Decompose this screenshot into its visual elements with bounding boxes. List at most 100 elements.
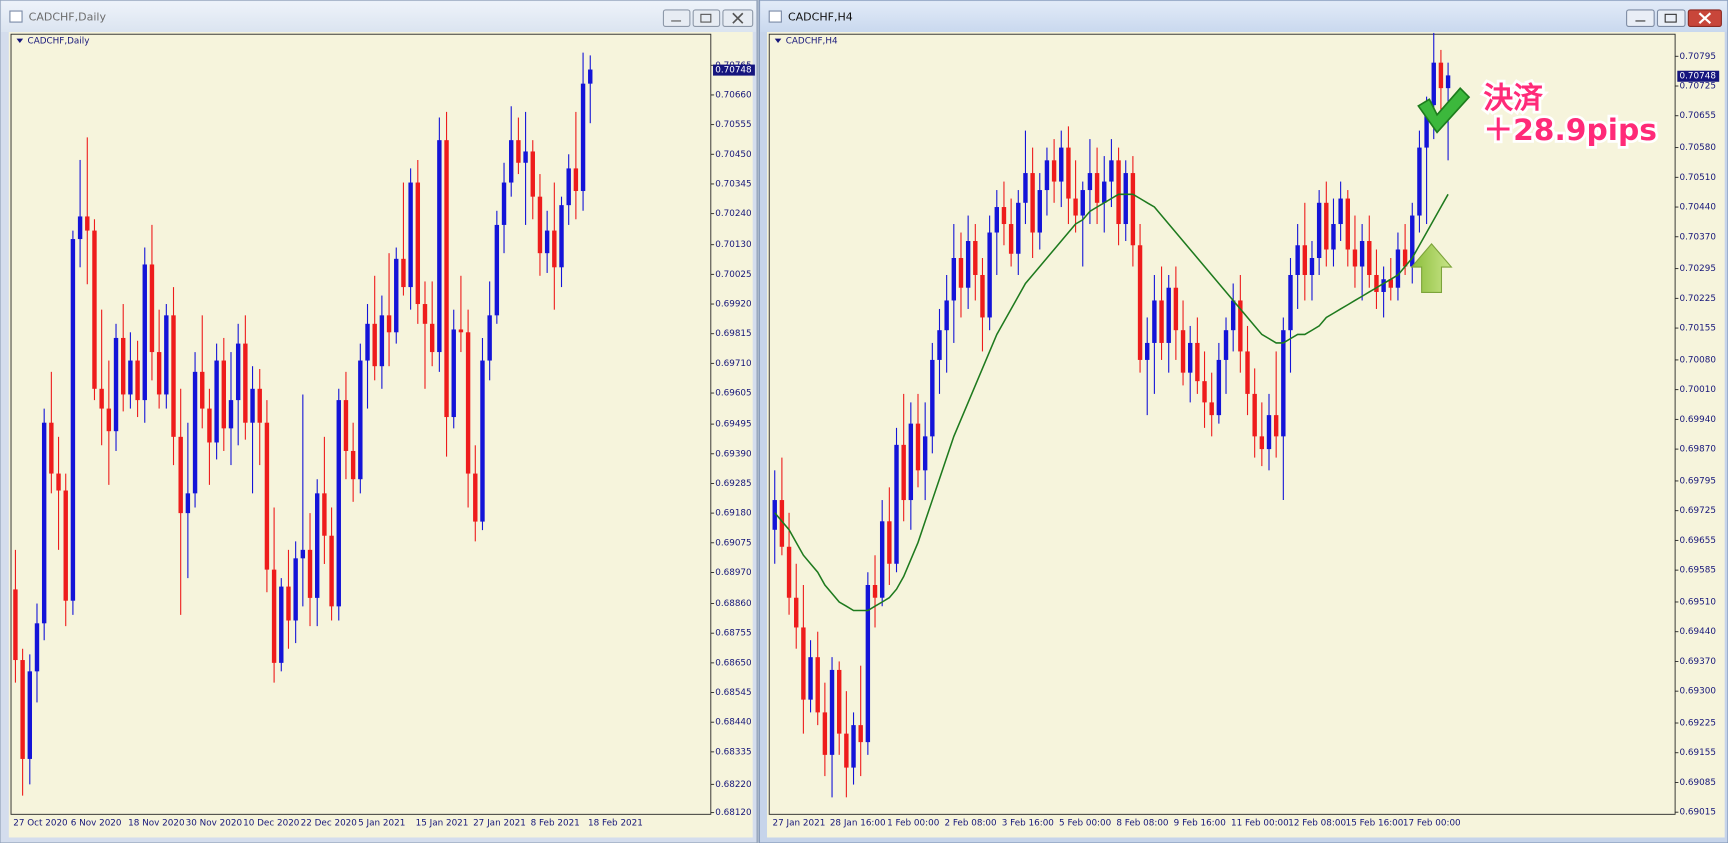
candle-body: [1209, 402, 1214, 416]
candle-body: [951, 258, 957, 301]
candle-body: [1051, 160, 1057, 182]
y-tick-label: 0.69710: [715, 359, 752, 369]
y-tick-label: 0.70660: [715, 90, 752, 100]
candle-body: [358, 360, 363, 480]
window-icon: [768, 10, 782, 23]
candle-body: [307, 549, 313, 598]
y-tick-label: 0.70025: [715, 270, 751, 280]
candle-body: [92, 230, 97, 389]
y-tick-label: 0.69440: [1680, 627, 1717, 637]
last-price-label: 0.70748: [715, 66, 751, 76]
candle-body: [1245, 351, 1250, 394]
window-icon: [9, 10, 23, 23]
candle-body: [1044, 160, 1050, 191]
x-tick-label: 9 Feb 16:00: [1174, 819, 1227, 829]
candle-body: [829, 669, 835, 755]
window-buttons[interactable]: [662, 9, 754, 28]
x-tick-label: 3 Feb 16:00: [1002, 819, 1055, 829]
annotation-text: 決済: [1483, 81, 1543, 116]
up-arrow-icon: [1410, 243, 1453, 293]
candle-body: [408, 182, 413, 288]
candle-body: [1073, 198, 1078, 216]
candle-body: [822, 712, 828, 755]
candle-body: [135, 360, 140, 401]
candle-body: [235, 343, 241, 401]
y-tick-label: 0.70370: [1680, 232, 1717, 242]
candle-body: [987, 232, 992, 318]
y-tick-label: 0.69815: [715, 329, 751, 339]
candle-body: [279, 586, 284, 663]
y-tick-label: 0.69920: [715, 300, 752, 310]
candle-body: [171, 315, 176, 437]
x-tick-label: 18 Feb 2021: [588, 819, 643, 829]
candle-body: [552, 230, 557, 268]
candle-body: [1288, 274, 1293, 331]
check-icon: [1417, 87, 1471, 134]
candle-body: [293, 558, 298, 621]
candle-body: [1080, 190, 1085, 216]
window-title: CADCHF,Daily: [29, 11, 107, 24]
candle-body: [566, 168, 571, 206]
candle-body: [1367, 241, 1372, 275]
x-tick-label: 27 Oct 2020: [13, 819, 68, 829]
candle-body: [185, 493, 191, 514]
candle-body: [894, 444, 899, 564]
candle-body: [544, 230, 550, 254]
candle-body: [178, 436, 183, 514]
candle-body: [1173, 287, 1179, 331]
x-tick-label: 8 Feb 08:00: [1116, 819, 1169, 829]
x-tick-label: 5 Feb 00:00: [1059, 819, 1112, 829]
y-tick-label: 0.70345: [715, 179, 751, 189]
x-tick-label: 2 Feb 08:00: [944, 819, 997, 829]
candle-body: [1395, 249, 1401, 288]
candle-body: [85, 216, 90, 231]
candle-body: [149, 264, 155, 353]
moving-average-line: [774, 193, 1449, 612]
candle-body: [401, 258, 406, 288]
candle-body: [286, 586, 291, 621]
candle-body: [794, 597, 799, 628]
candle-body: [872, 584, 878, 598]
y-tick-label: 0.69085: [1680, 778, 1716, 788]
y-tick-label: 0.70510: [1680, 173, 1717, 183]
candle-body: [494, 224, 500, 316]
candle-body: [1238, 300, 1243, 352]
last-price-box: [1677, 70, 1720, 82]
candle-body: [1195, 342, 1200, 382]
chart-menu-icon[interactable]: [774, 38, 782, 44]
window-buttons[interactable]: [1626, 9, 1722, 28]
candle-body: [49, 422, 54, 474]
candle-body: [113, 337, 119, 432]
candle-body: [1324, 202, 1329, 250]
candle-body: [808, 657, 813, 700]
y-tick-label: 0.69300: [1680, 687, 1717, 697]
candle-body: [315, 493, 320, 598]
candle-body: [487, 315, 492, 361]
candle-body: [250, 388, 255, 423]
candle-body: [1130, 173, 1136, 246]
x-tick-label: 15 Feb 16:00: [1346, 819, 1404, 829]
candle-body: [801, 627, 806, 700]
candle-body: [1123, 173, 1128, 225]
y-tick-label: 0.70080: [1680, 355, 1717, 365]
candle-body: [41, 422, 47, 624]
candle-body: [264, 422, 270, 570]
annotation-text: ＋28.9pips: [1483, 113, 1657, 148]
x-tick-label: 27 Jan 2021: [473, 819, 526, 829]
candle-body: [958, 258, 964, 288]
candle-body: [221, 360, 227, 429]
candle-body: [1402, 249, 1408, 267]
y-tick-label: 0.68650: [715, 658, 752, 668]
candle-body: [1023, 173, 1028, 203]
chart-menu-icon[interactable]: [16, 38, 24, 44]
candle-body: [214, 360, 219, 443]
candle-body: [322, 493, 327, 536]
candle-body: [779, 500, 785, 547]
y-tick-label: 0.70010: [1680, 385, 1717, 395]
y-tick-label: 0.70440: [1680, 203, 1717, 213]
candle-body: [27, 671, 33, 759]
candle-body: [1381, 279, 1386, 292]
y-tick-label: 0.69795: [1680, 476, 1716, 486]
candle-body: [573, 168, 579, 192]
candle-body: [851, 725, 856, 768]
